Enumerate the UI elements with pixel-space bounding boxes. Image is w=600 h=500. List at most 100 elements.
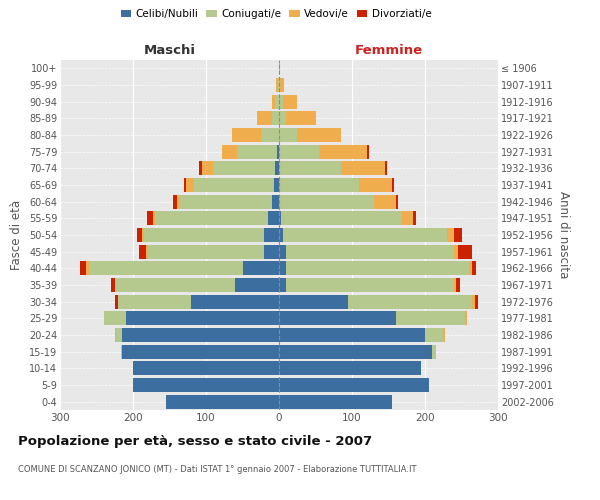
Bar (472, 261, 476, 276)
Bar (279, 361, 421, 376)
Bar (279, 378, 428, 392)
Bar (443, 328, 445, 342)
Bar (155, 211, 268, 226)
Bar (122, 344, 279, 359)
Bar (232, 128, 261, 142)
Bar (202, 162, 214, 175)
Bar (236, 144, 277, 159)
Bar (173, 194, 177, 209)
Text: COMUNE DI SCANZANO JONICO (MT) - Dati ISTAT 1° gennaio 2007 - Elaborazione TUTTI: COMUNE DI SCANZANO JONICO (MT) - Dati IS… (18, 465, 416, 474)
Bar (116, 328, 122, 342)
Bar (274, 178, 279, 192)
Bar (115, 294, 118, 308)
Bar (341, 162, 385, 175)
Bar (278, 78, 279, 92)
Bar (153, 211, 155, 226)
Bar (396, 194, 398, 209)
Bar (275, 94, 279, 109)
Bar (286, 278, 454, 292)
Bar (133, 361, 279, 376)
Bar (432, 344, 436, 359)
Bar (279, 344, 432, 359)
Bar (279, 278, 286, 292)
Bar (454, 228, 461, 242)
Bar (279, 194, 374, 209)
Bar (265, 228, 279, 242)
Bar (472, 294, 475, 308)
Bar (148, 244, 265, 259)
Bar (279, 62, 280, 76)
Bar (265, 244, 279, 259)
Bar (146, 244, 148, 259)
Bar (279, 394, 392, 409)
Bar (194, 178, 274, 192)
Bar (257, 112, 272, 126)
Bar (359, 178, 392, 192)
Bar (286, 244, 454, 259)
Bar (458, 244, 472, 259)
Bar (283, 228, 447, 242)
Bar (80, 261, 86, 276)
Bar (279, 328, 425, 342)
Bar (401, 211, 413, 226)
Bar (139, 244, 146, 259)
Text: Popolazione per età, sesso e stato civile - 2007: Popolazione per età, sesso e stato civil… (18, 435, 372, 448)
Bar (367, 144, 369, 159)
Bar (283, 94, 297, 109)
Bar (425, 328, 443, 342)
Bar (177, 194, 181, 209)
Bar (268, 211, 279, 226)
Bar (272, 194, 279, 209)
Bar (235, 278, 279, 292)
Bar (447, 228, 454, 242)
Bar (181, 194, 272, 209)
Bar (279, 78, 280, 92)
Bar (279, 228, 283, 242)
Bar (115, 328, 116, 342)
Bar (279, 311, 396, 326)
Bar (166, 394, 279, 409)
Bar (279, 294, 349, 308)
Bar (186, 178, 194, 192)
Bar (277, 144, 279, 159)
Bar (281, 211, 401, 226)
Bar (272, 112, 279, 126)
Bar (413, 211, 416, 226)
Bar (133, 378, 279, 392)
Bar (147, 211, 153, 226)
Bar (142, 228, 144, 242)
Bar (86, 261, 89, 276)
Text: Femmine: Femmine (355, 44, 422, 57)
Bar (137, 228, 142, 242)
Legend: Celibi/Nubili, Coniugati/e, Vedovi/e, Divorziati/e: Celibi/Nubili, Coniugati/e, Vedovi/e, Di… (116, 5, 436, 24)
Bar (115, 278, 235, 292)
Bar (191, 294, 279, 308)
Bar (279, 261, 286, 276)
Text: Maschi: Maschi (143, 44, 196, 57)
Bar (279, 244, 286, 259)
Bar (199, 162, 202, 175)
Bar (454, 244, 458, 259)
Bar (121, 344, 122, 359)
Bar (475, 294, 478, 308)
Bar (286, 261, 469, 276)
Bar (279, 178, 359, 192)
Bar (111, 278, 115, 292)
Bar (118, 294, 191, 308)
Bar (374, 194, 396, 209)
Bar (279, 211, 281, 226)
Bar (242, 261, 279, 276)
Bar (276, 78, 278, 92)
Bar (272, 94, 275, 109)
Bar (279, 162, 341, 175)
Bar (279, 94, 283, 109)
Bar (261, 128, 279, 142)
Bar (319, 144, 367, 159)
Bar (122, 328, 279, 342)
Bar (280, 78, 284, 92)
Bar (279, 112, 286, 126)
Bar (126, 311, 279, 326)
Bar (104, 311, 126, 326)
Bar (279, 128, 297, 142)
Bar (89, 261, 242, 276)
